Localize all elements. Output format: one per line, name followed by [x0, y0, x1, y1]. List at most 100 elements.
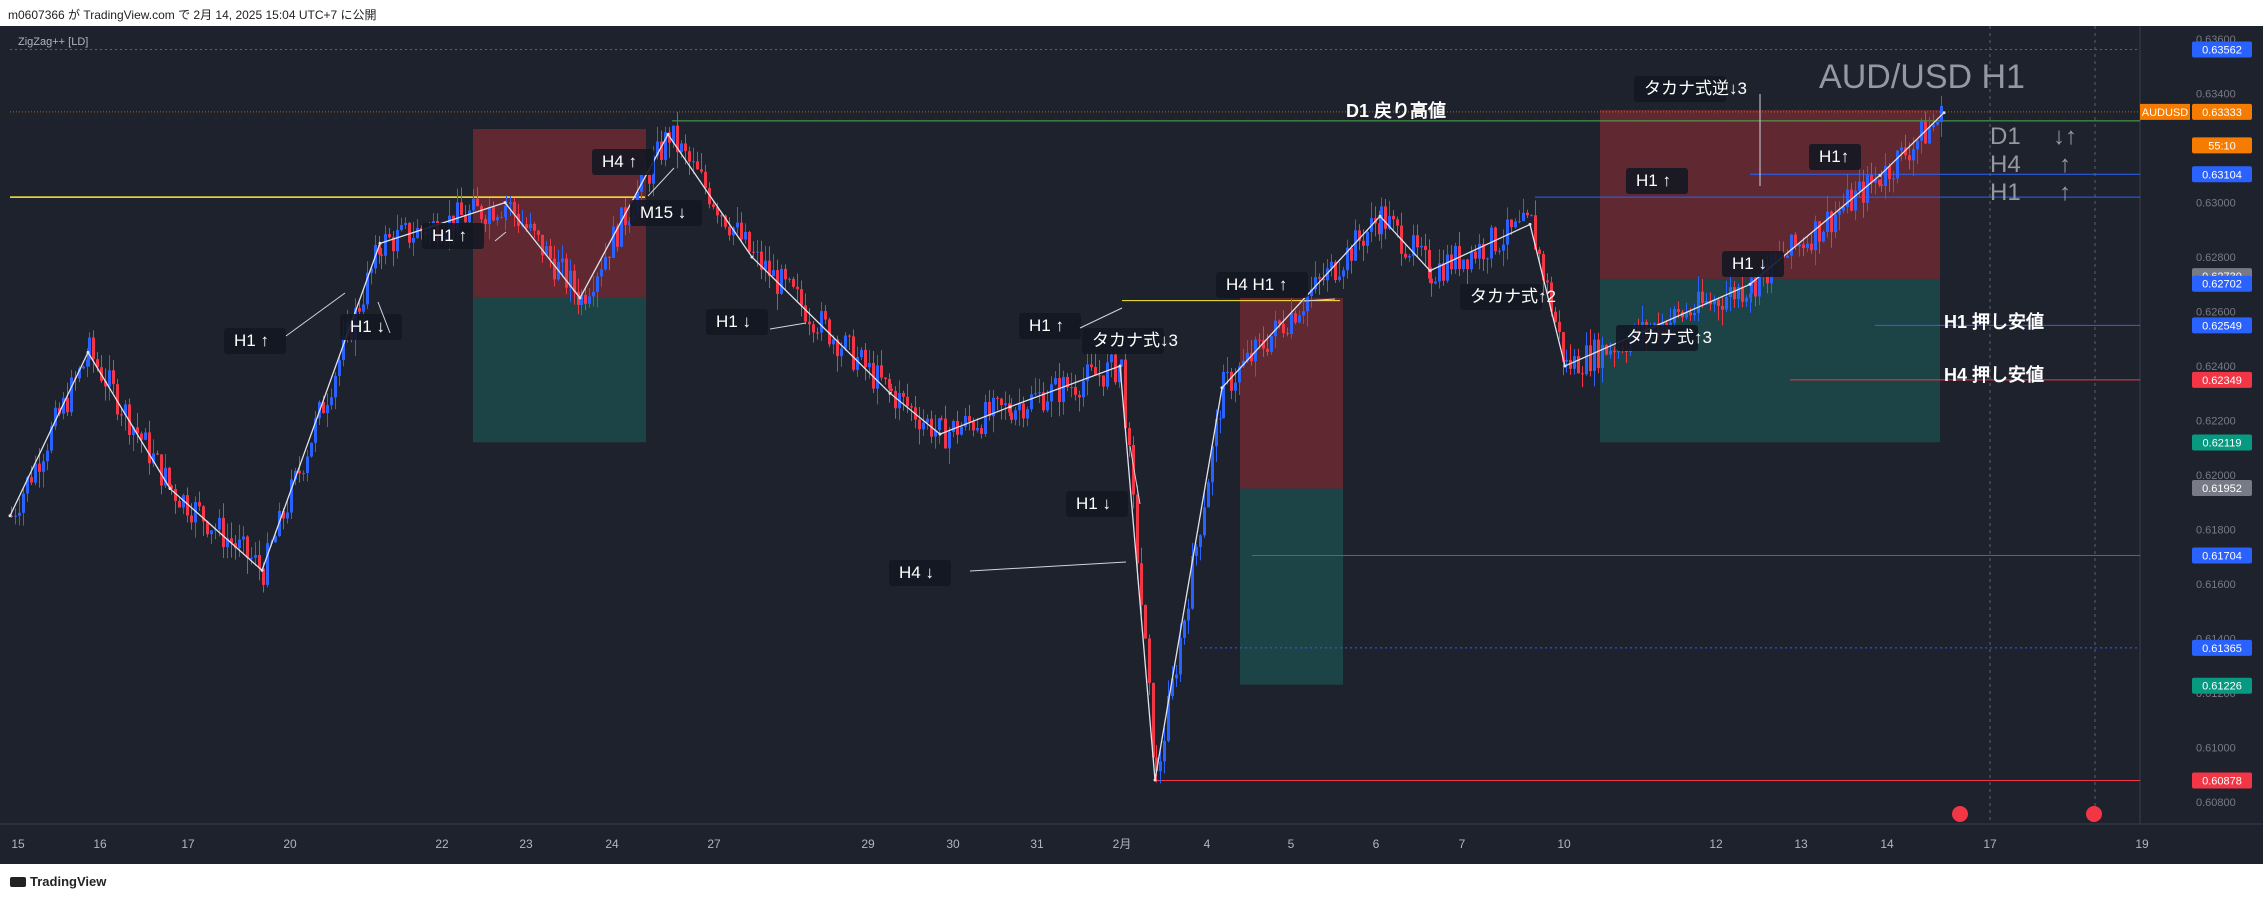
candle-body: [1454, 245, 1457, 270]
candle-body: [1366, 231, 1369, 246]
candle-body: [1717, 299, 1720, 306]
trend-tf-label: H1: [1990, 179, 2021, 206]
annotation-label: H1 ↑: [1029, 316, 1064, 335]
annotation-label-bg: [1216, 272, 1308, 298]
candle-body: [1846, 189, 1849, 207]
candle-body: [1854, 190, 1857, 211]
annotation-connector: [1079, 307, 1123, 329]
tradingview-logo[interactable]: TradingView: [10, 874, 106, 889]
candle-body: [1818, 221, 1821, 242]
candle-body: [266, 543, 269, 585]
price-axis-tick: 0.62000: [2196, 470, 2236, 482]
candle-body: [1486, 258, 1489, 260]
candle-body: [1322, 278, 1325, 281]
trend-direction: ↓↑: [2053, 123, 2077, 150]
candle-body: [22, 493, 25, 513]
annotation-label: H1 ↑: [234, 331, 269, 350]
candle-body: [404, 222, 407, 226]
candle-body: [82, 366, 85, 369]
candle-body: [1518, 221, 1521, 223]
price-tag: 0.63562: [2202, 45, 2242, 57]
candle-body: [1916, 140, 1919, 150]
candle-body: [178, 500, 181, 508]
economic-event-icon[interactable]: [1952, 806, 1968, 822]
candle-body: [1396, 219, 1399, 226]
candle-body: [732, 227, 735, 236]
candle-body: [1404, 253, 1407, 258]
candle-body: [588, 296, 591, 304]
time-axis-label: 14: [1880, 837, 1894, 851]
candle-body: [1155, 757, 1158, 772]
candle-body: [152, 453, 155, 464]
time-axis-label: 10: [1557, 837, 1571, 851]
candle-body: [744, 231, 747, 240]
price-chart[interactable]: 15 16 17 20 22 23 24 27 29 30 31 2月 4 5 6 7 10 12 13 14 17 19…: [0, 26, 2263, 864]
candle-body: [938, 418, 941, 431]
candle-body: [820, 311, 823, 333]
candle-body: [664, 132, 667, 160]
candle-body: [1175, 674, 1178, 679]
candle-body: [660, 141, 663, 160]
candle-body: [226, 538, 229, 548]
candle-body: [580, 294, 583, 305]
annotation-label: H1 ↓: [1076, 494, 1111, 513]
indicator-label[interactable]: ZigZag++ [LD]: [18, 36, 88, 48]
price-tag-bg: [2192, 434, 2252, 451]
candle-body: [282, 510, 285, 519]
candle-body: [392, 237, 395, 252]
candle-body: [922, 422, 925, 430]
time-axis-label: 29: [861, 837, 875, 851]
candle-body: [310, 442, 313, 457]
candle-body: [1609, 350, 1612, 355]
zigzag-point: [1153, 778, 1157, 782]
time-axis-label: 16: [93, 837, 107, 851]
time-axis-label: 22: [435, 837, 449, 851]
zigzag-point: [378, 241, 382, 245]
candle-body: [628, 221, 631, 226]
candle-body: [396, 229, 399, 252]
candle-body: [918, 419, 921, 430]
candle-body: [884, 377, 887, 379]
candle-body: [553, 258, 556, 280]
time-axis-pane[interactable]: [0, 824, 2263, 864]
candle-body: [1745, 297, 1748, 302]
candle-body: [1290, 313, 1293, 334]
annotation-label-bg: [706, 309, 768, 335]
zigzag-point: [750, 255, 754, 259]
candle-body: [1928, 127, 1931, 144]
price-tag: 0.61365: [2202, 643, 2242, 655]
candle-body: [34, 463, 37, 483]
annotation-label-bg: [630, 200, 702, 226]
candle-body: [964, 416, 967, 427]
price-axis-tick: 0.62200: [2196, 415, 2236, 427]
candle-body: [1693, 312, 1696, 316]
candle-body: [1729, 287, 1732, 297]
price-tag: 0.62349: [2202, 375, 2242, 387]
annotation-connector: [285, 292, 346, 337]
annotation-label: H1 ↑: [432, 226, 467, 245]
candle-body: [408, 222, 411, 243]
candle-body: [1000, 398, 1003, 406]
candle-body: [1697, 291, 1700, 313]
candle-body: [1866, 175, 1869, 203]
candle-body: [1199, 535, 1202, 547]
candle-body: [1358, 230, 1361, 241]
tradingview-icon: [10, 877, 26, 887]
candle-body: [1466, 259, 1469, 270]
economic-event-icon[interactable]: [2086, 806, 2102, 822]
annotation-connector: [1129, 445, 1141, 505]
candle-body: [1262, 340, 1265, 349]
candle-body: [1904, 147, 1907, 156]
candle-body: [1278, 320, 1281, 325]
candle-body: [1713, 299, 1716, 305]
candle-body: [210, 530, 213, 535]
candle-body: [1874, 179, 1877, 183]
candle-body: [1274, 320, 1277, 337]
price-tag: 0.62702: [2202, 279, 2242, 291]
candle-body: [144, 432, 147, 440]
price-tag: 55:10: [2208, 140, 2236, 152]
candle-body: [1794, 234, 1797, 247]
candle-body: [724, 215, 727, 227]
candle-body: [1858, 181, 1861, 191]
candle-body: [116, 384, 119, 415]
